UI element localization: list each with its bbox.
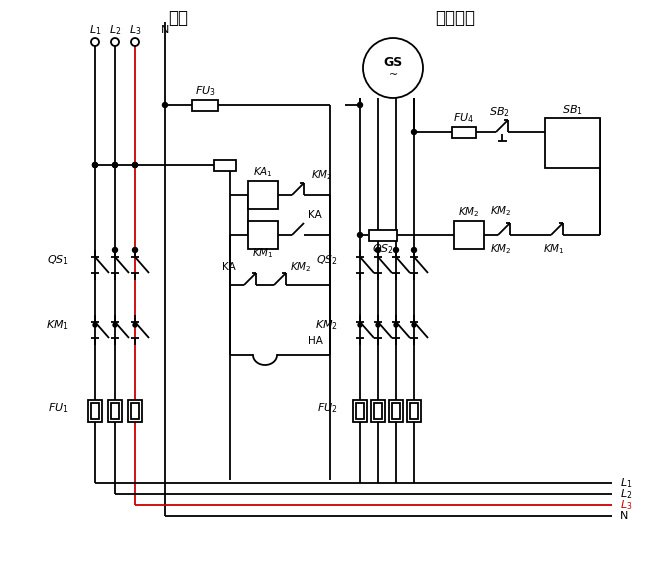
Circle shape [93,323,97,327]
Text: $QS_2$: $QS_2$ [372,242,394,256]
Circle shape [357,233,363,238]
Bar [545,118,600,168]
Text: $L_2$: $L_2$ [620,487,632,501]
Circle shape [91,38,99,46]
Circle shape [112,162,118,167]
Text: $KM_1$: $KM_1$ [46,318,69,332]
Bar [192,100,218,111]
Bar [371,400,385,422]
Text: ~: ~ [388,70,398,80]
Bar [452,127,476,138]
Bar [88,400,102,422]
Text: $L_3$: $L_3$ [620,498,632,512]
Text: $KM_2$: $KM_2$ [311,168,333,182]
Circle shape [131,38,139,46]
Circle shape [412,247,416,252]
Text: $QS_2$: $QS_2$ [316,253,338,267]
Bar [407,400,421,422]
Text: 自备发电: 自备发电 [435,9,475,27]
Circle shape [133,162,137,167]
Bar [410,403,418,419]
Bar [248,221,278,249]
Circle shape [133,247,137,252]
Circle shape [112,162,118,167]
Bar [91,403,99,419]
Circle shape [412,129,416,134]
Circle shape [113,323,117,327]
Bar [111,403,119,419]
Circle shape [112,247,118,252]
Circle shape [357,102,363,107]
Text: N: N [620,511,628,521]
Circle shape [92,162,98,167]
Circle shape [394,323,398,327]
Text: $KM_2$: $KM_2$ [315,318,338,332]
Text: $KM_2$: $KM_2$ [290,260,311,274]
Bar [128,400,142,422]
Text: $FU_1$: $FU_1$ [48,401,69,415]
Text: $L_3$: $L_3$ [129,23,141,37]
Text: $QS_1$: $QS_1$ [47,253,69,267]
Circle shape [92,162,98,167]
Circle shape [376,323,380,327]
Text: $FU_2$: $FU_2$ [317,401,338,415]
Text: $L_1$: $L_1$ [89,23,101,37]
Circle shape [133,323,137,327]
Circle shape [358,323,362,327]
Text: $KM_2$: $KM_2$ [490,242,512,256]
Circle shape [111,38,119,46]
Text: KA: KA [308,210,322,220]
Text: $FU_3$: $FU_3$ [195,84,215,98]
Text: $KM_2$: $KM_2$ [458,205,480,219]
Circle shape [363,38,423,98]
Text: KA: KA [222,262,236,272]
Bar [389,400,403,422]
Circle shape [163,102,167,107]
Bar [392,403,400,419]
Circle shape [394,247,398,252]
Text: 电网: 电网 [168,9,188,27]
Bar [374,403,382,419]
Text: $SB_1$: $SB_1$ [562,103,582,117]
Bar [369,230,397,241]
Text: $SB_2$: $SB_2$ [489,105,509,119]
Text: GS: GS [383,57,402,70]
Text: HA: HA [308,336,323,346]
Bar [356,403,364,419]
Bar [248,181,278,209]
Bar [131,403,139,419]
Text: N: N [161,25,169,35]
Circle shape [376,247,380,252]
Bar [353,400,367,422]
Bar [454,221,484,249]
Text: $KM_1$: $KM_1$ [252,246,274,260]
Text: $FU_4$: $FU_4$ [454,111,475,125]
Text: $L_2$: $L_2$ [109,23,121,37]
Circle shape [412,323,416,327]
Text: $KA_1$: $KA_1$ [253,165,273,179]
Bar [108,400,122,422]
Text: $KM_2$: $KM_2$ [490,204,512,218]
Bar [214,160,236,171]
Text: $L_1$: $L_1$ [620,476,632,490]
Circle shape [133,162,137,167]
Text: $KM_1$: $KM_1$ [543,242,565,256]
